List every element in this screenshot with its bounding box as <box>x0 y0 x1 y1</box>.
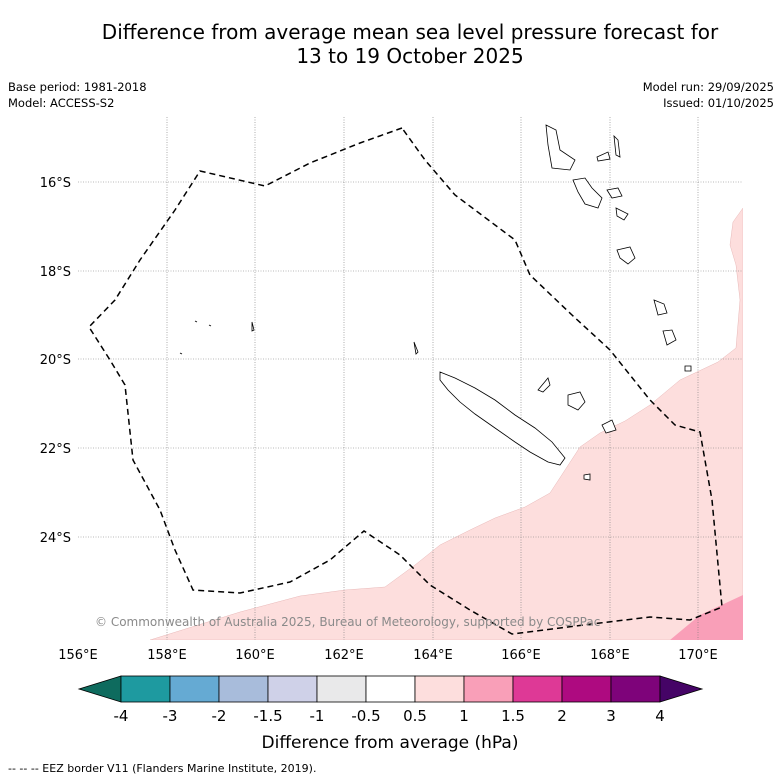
ouvea-island <box>537 377 551 393</box>
title-line-1: Difference from average mean sea level p… <box>101 20 719 44</box>
lon-label: 156°E <box>58 648 98 663</box>
title-line-2: 13 to 19 October 2025 <box>296 44 524 68</box>
colorbar-segment <box>120 675 171 703</box>
lon-label: 158°E <box>147 648 187 663</box>
lat-axis: 16°S 18°S 20°S 22°S 24°S <box>40 176 71 546</box>
colorbar-segment <box>463 675 514 703</box>
chesterfield-islets <box>179 320 255 355</box>
footer-note: -- -- -- EEZ border V11 (Flanders Marine… <box>8 762 317 775</box>
colorbar-tick-label: -1.5 <box>253 707 282 725</box>
isle-of-pines <box>583 473 591 481</box>
meta-left: Base period: 1981-2018 Model: ACCESS-S2 <box>8 79 147 111</box>
colorbar-segment <box>316 675 367 703</box>
lat-label: 24°S <box>40 531 71 546</box>
colorbar-arrow-right <box>659 675 704 703</box>
vanuatu-islands <box>545 124 692 372</box>
colorbar-tick-label: -0.5 <box>351 707 380 725</box>
lon-label: 160°E <box>235 648 275 663</box>
model-name: Model: ACCESS-S2 <box>8 96 115 110</box>
lat-label: 22°S <box>40 442 71 457</box>
colorbar-tick-label: -2 <box>212 707 227 725</box>
colorbar-tick-label: 1 <box>459 707 469 725</box>
lat-label: 18°S <box>40 265 71 280</box>
colorbar-segment <box>512 675 563 703</box>
colorbar-tick-label: -3 <box>163 707 178 725</box>
base-period: Base period: 1981-2018 <box>8 80 147 94</box>
belep-islands <box>413 341 419 355</box>
colorbar-segment <box>169 675 220 703</box>
colorbar-tick-label: -1 <box>310 707 325 725</box>
colorbar-tick-label: 4 <box>655 707 665 725</box>
lifou-island <box>567 391 586 411</box>
copyright-text: © Commonwealth of Australia 2025, Bureau… <box>95 615 600 629</box>
map-plot-area <box>78 117 743 640</box>
colorbar-tick-label: 0.5 <box>403 707 427 725</box>
colorbar-segment <box>561 675 612 703</box>
colorbar-segment <box>414 675 465 703</box>
colorbar-arrow-left <box>77 675 122 703</box>
lon-label: 164°E <box>413 648 453 663</box>
lon-label: 170°E <box>678 648 718 663</box>
mare-island <box>601 419 617 434</box>
colorbar-segment <box>610 675 661 703</box>
grid-lines <box>78 117 743 640</box>
colorbar-tick-label: 1.5 <box>501 707 525 725</box>
lat-label: 16°S <box>40 176 71 191</box>
colorbar-segment <box>365 675 416 703</box>
issued-date: Issued: 01/10/2025 <box>663 96 774 110</box>
colorbar-tick-label: 3 <box>606 707 616 725</box>
colorbar-tick-label: 2 <box>557 707 567 725</box>
colorbar: -4 -3 -2 -1.5 -1 -0.5 0.5 1 1.5 2 3 4 <box>77 675 704 725</box>
colorbar-segment <box>267 675 318 703</box>
lon-label: 168°E <box>590 648 630 663</box>
colorbar-tick-label: -4 <box>114 707 129 725</box>
lon-label: 162°E <box>324 648 364 663</box>
meta-right: Model run: 29/09/2025 Issued: 01/10/2025 <box>643 79 774 111</box>
anomaly-shade-light <box>149 207 743 640</box>
lon-axis: 156°E 158°E 160°E 162°E 164°E 166°E 168°… <box>58 648 718 663</box>
lat-label: 20°S <box>40 353 71 368</box>
colorbar-label: Difference from average (hPa) <box>262 733 519 753</box>
colorbar-segment <box>218 675 269 703</box>
lon-label: 166°E <box>501 648 541 663</box>
new-caledonia-island <box>439 371 566 466</box>
model-run: Model run: 29/09/2025 <box>642 80 774 94</box>
anomaly-shade-pink <box>670 595 743 640</box>
